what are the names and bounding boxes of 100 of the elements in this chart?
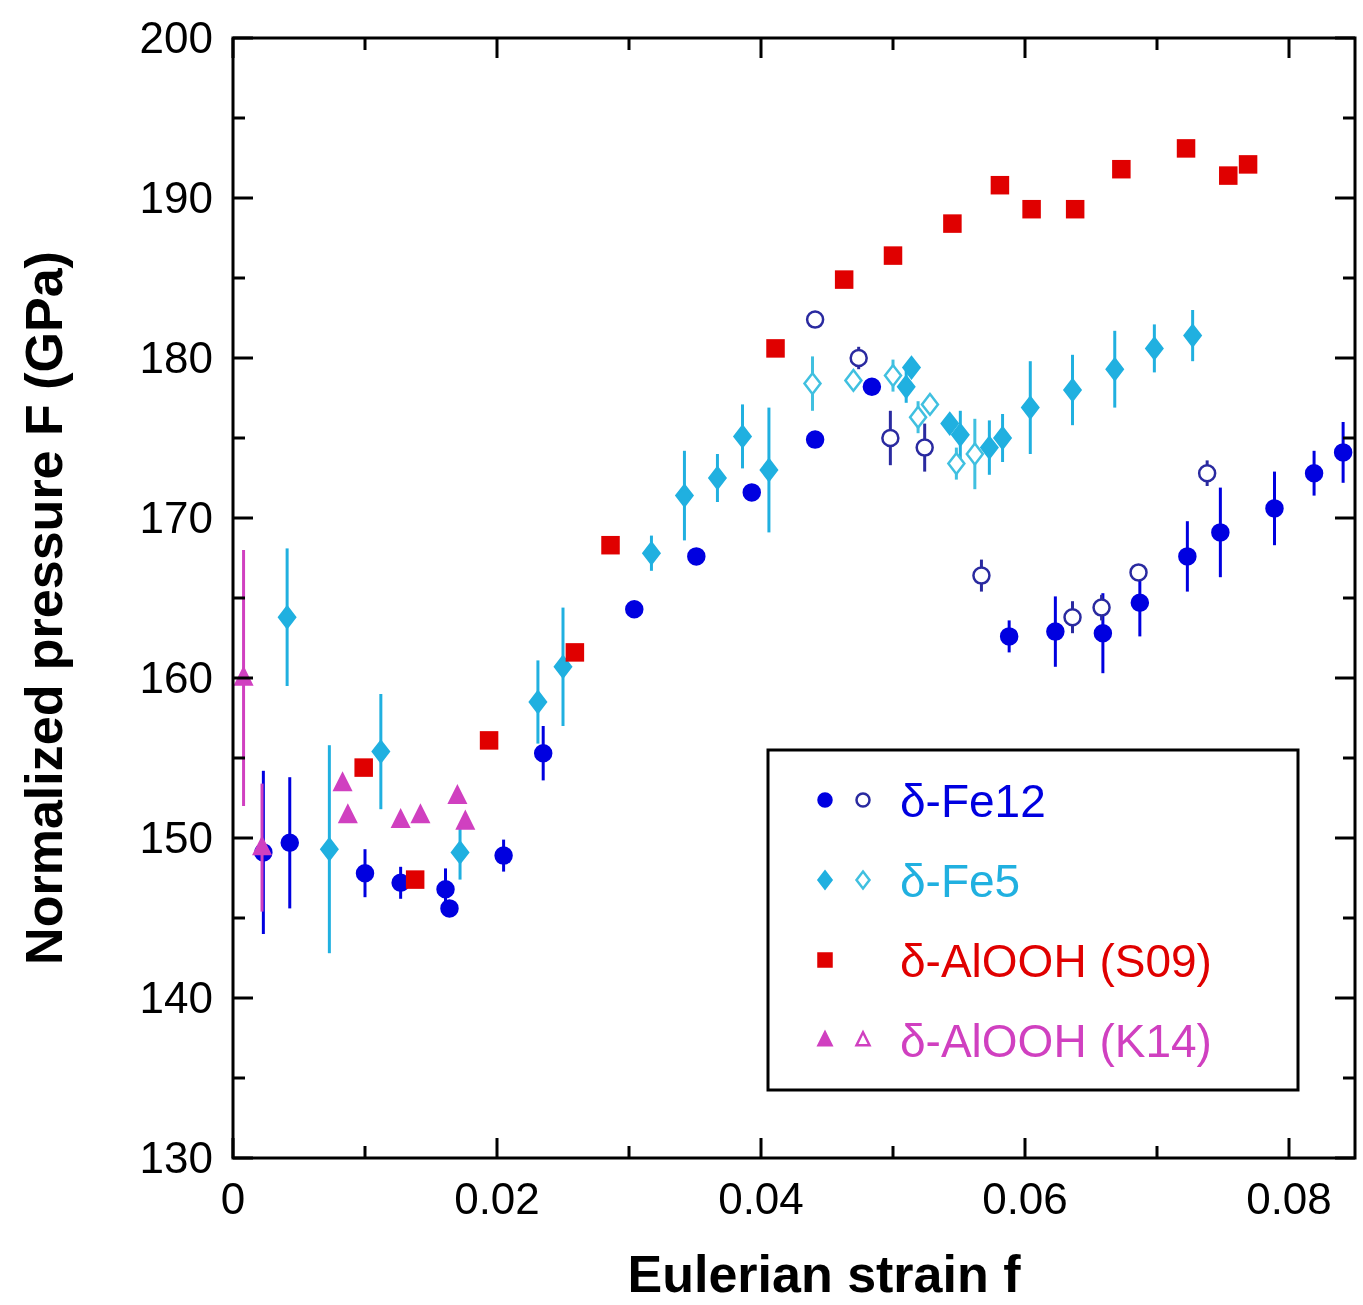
point xyxy=(915,438,934,457)
point xyxy=(354,758,373,777)
legend-label: δ-AlOOH (S09) xyxy=(900,935,1212,987)
text: δ-Fe5 xyxy=(900,855,1021,907)
point xyxy=(947,451,966,476)
y-tick-label: 200 xyxy=(139,13,213,62)
point xyxy=(553,655,573,679)
point xyxy=(565,643,585,662)
point xyxy=(1304,463,1324,483)
point xyxy=(844,368,863,393)
point xyxy=(1022,199,1041,219)
point xyxy=(849,348,868,368)
point xyxy=(1105,357,1125,381)
point xyxy=(990,175,1010,195)
point xyxy=(1238,155,1258,174)
point xyxy=(405,870,425,889)
point xyxy=(440,899,459,918)
point xyxy=(862,377,882,397)
point xyxy=(1021,395,1040,420)
point xyxy=(965,442,985,466)
point xyxy=(333,772,352,792)
point xyxy=(805,430,825,449)
point xyxy=(980,435,999,460)
point xyxy=(1176,139,1196,158)
point xyxy=(411,804,430,824)
point xyxy=(338,804,358,824)
point xyxy=(601,535,620,555)
point xyxy=(1178,547,1197,566)
y-tick-label: 170 xyxy=(139,493,213,542)
point xyxy=(920,392,940,417)
point xyxy=(687,547,706,566)
point xyxy=(883,246,903,265)
point xyxy=(1183,323,1202,348)
point xyxy=(1092,598,1111,617)
x-axis-title: Eulerian strain f xyxy=(627,1245,1022,1303)
point xyxy=(320,837,339,861)
point xyxy=(391,809,410,829)
point xyxy=(1063,607,1082,627)
point xyxy=(625,599,644,619)
point xyxy=(1130,593,1150,613)
point xyxy=(528,690,548,714)
point xyxy=(456,811,475,830)
point xyxy=(883,363,903,388)
x-tick-label: 0.06 xyxy=(982,1174,1068,1223)
point xyxy=(896,375,916,399)
point xyxy=(277,605,297,629)
point xyxy=(642,541,661,565)
point xyxy=(355,863,375,883)
point xyxy=(943,214,962,233)
y-axis-title: Normalized pressure F (GPa) xyxy=(15,251,73,965)
y-tick-label: 130 xyxy=(139,1133,213,1182)
point xyxy=(708,466,727,490)
point xyxy=(834,270,854,289)
point xyxy=(675,483,694,508)
point xyxy=(1129,563,1148,582)
point xyxy=(766,339,785,358)
point xyxy=(908,405,928,429)
y-tick-label: 150 xyxy=(139,813,213,862)
point xyxy=(993,426,1012,450)
x-tick-label: 0.02 xyxy=(454,1174,540,1223)
point xyxy=(759,458,779,482)
y-tick-label: 160 xyxy=(139,653,213,702)
point xyxy=(805,310,825,329)
x-tick-label: 0 xyxy=(220,1174,246,1223)
point xyxy=(234,667,253,686)
point xyxy=(1211,523,1230,542)
legend-label: δ-AlOOH (K14) xyxy=(900,1015,1212,1067)
point xyxy=(733,424,752,449)
point xyxy=(951,423,970,447)
y-tick-label: 180 xyxy=(139,333,213,382)
point xyxy=(999,627,1019,646)
point xyxy=(940,411,960,436)
text: δ-Fe12 xyxy=(900,775,1046,827)
point xyxy=(1093,623,1113,643)
point xyxy=(1065,199,1085,219)
y-tick-label: 190 xyxy=(139,173,213,222)
point xyxy=(803,371,822,396)
point xyxy=(1197,463,1217,483)
point xyxy=(533,743,553,763)
point xyxy=(494,846,513,865)
x-tick-label: 0.04 xyxy=(718,1174,804,1223)
point xyxy=(742,483,762,502)
point xyxy=(479,731,499,750)
point xyxy=(1145,336,1164,361)
point xyxy=(280,833,300,853)
point xyxy=(1333,443,1353,462)
point xyxy=(436,879,455,899)
point xyxy=(448,785,467,805)
point xyxy=(1046,622,1065,641)
point xyxy=(902,355,921,380)
x-tick-label: 0.08 xyxy=(1246,1174,1332,1223)
point xyxy=(450,840,470,865)
point xyxy=(252,836,272,856)
point xyxy=(371,739,391,764)
point xyxy=(1063,378,1082,402)
point xyxy=(1112,159,1131,179)
point xyxy=(881,428,900,448)
y-tick-label: 140 xyxy=(139,973,213,1022)
point xyxy=(1219,166,1238,185)
point xyxy=(1265,499,1284,518)
